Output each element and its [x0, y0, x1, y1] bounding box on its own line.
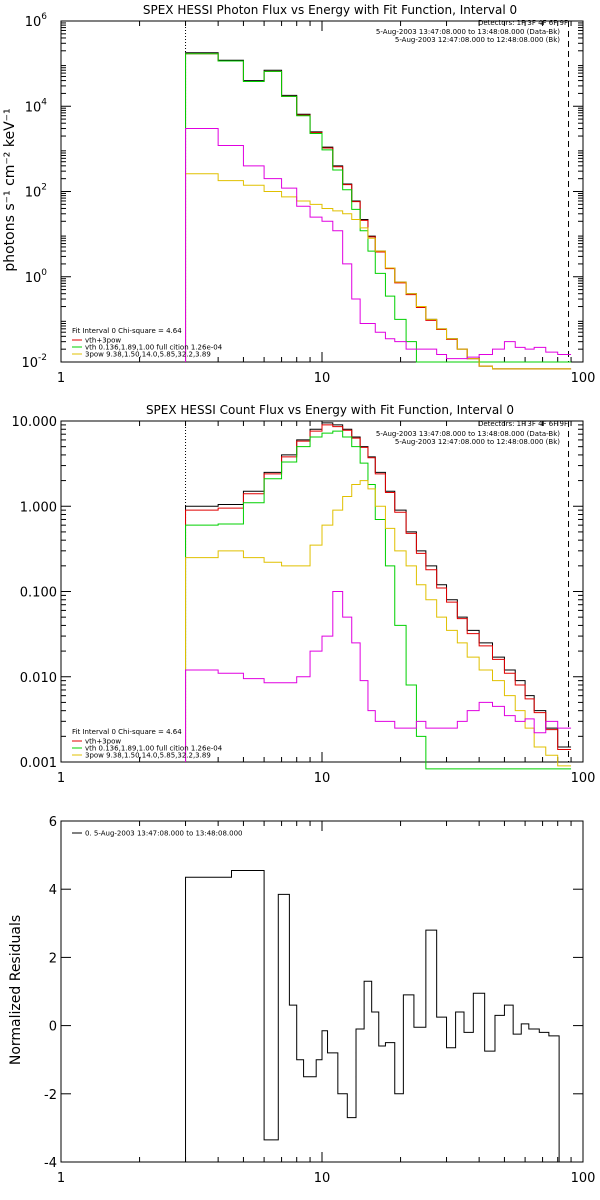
y-axis-label: photons s⁻¹ cm⁻² keV⁻¹ [2, 108, 18, 271]
plot-frame [60, 820, 584, 1163]
y-tick-label: 0 [49, 1020, 57, 1035]
series-vth3pow-line [185, 424, 572, 762]
legend-label: 3pow 9.38,1.50,14.0,5.85,32.2,3.89 [85, 351, 211, 359]
legend-label: vth 0.136,1.89,1.00 full cition 1.26e-04 [85, 745, 223, 753]
chart-title: SPEX HESSI Photon Flux vs Energy with Fi… [143, 3, 517, 17]
x-tick-label: 1 [57, 1171, 65, 1186]
detectors-label: Detectors: 1F 3F 4F 6F 9F [478, 420, 568, 428]
y-tick-label: 104 [25, 97, 48, 115]
x-tick-label: 100 [571, 1171, 596, 1186]
y-tick-label: 2 [49, 951, 57, 966]
y-tick-label: 0.010 [20, 671, 57, 686]
residuals-panel: Normalized Residuals 1 10 100 6 4 2 0 -2 -4 0. 5-… [8, 815, 595, 1186]
series-3pow-line [185, 480, 572, 767]
fit-label: Fit Interval 0 Chi-square = 4.64 [72, 327, 182, 335]
y-axis-label: Normalized Residuals [8, 915, 24, 1065]
legend-label: 0. 5-Aug-2003 13:47:08.000 to 13:48:08.0… [85, 830, 243, 838]
interval-line-2: 5-Aug-2003 12:47:08.000 to 12:48:08.000 … [395, 438, 560, 446]
series-0-line [185, 869, 569, 1163]
legend-label: vth 0.136,1.89,1.00 full cition 1.26e-04 [85, 344, 223, 352]
y-tick-label: 6 [49, 815, 57, 830]
interval-line-2: 5-Aug-2003 12:47:08.000 to 12:48:08.000 … [395, 36, 560, 44]
photon-flux-panel: SPEX HESSI Photon Flux vs Energy with Fi… [2, 3, 595, 386]
y-tick-label: 106 [25, 12, 48, 30]
y-tick-label: 0.100 [20, 586, 57, 601]
y-tick-label: -2 [44, 1088, 57, 1103]
series-vth-line [185, 430, 572, 770]
y-tick-label: 0.001 [20, 756, 57, 771]
chart-title: SPEX HESSI Count Flux vs Energy with Fit… [146, 403, 514, 417]
x-tick-label: 10 [314, 1171, 331, 1186]
x-tick-label: 100 [571, 371, 596, 386]
interval-line-1: 5-Aug-2003 13:47:08.000 to 13:48:08.000 … [376, 430, 560, 438]
y-tick-label: 10-2 [21, 353, 47, 371]
legend-label: vth+3pow [85, 738, 121, 746]
y-tick-label: 4 [49, 883, 57, 898]
legend-label: 3pow 9.38,1.50,14.0,5.85,32.2,3.89 [85, 752, 211, 760]
x-tick-label: 1 [57, 371, 65, 386]
series-vth-line [185, 53, 572, 363]
fit-label: Fit Interval 0 Chi-square = 4.64 [72, 728, 182, 736]
x-tick-label: 1 [57, 771, 65, 786]
x-tick-label: 100 [571, 771, 596, 786]
series-vth3pow-line [185, 53, 572, 370]
y-tick-label: 102 [25, 183, 47, 201]
y-tick-label: -4 [44, 1156, 57, 1171]
series-3pow-line [185, 173, 572, 370]
series-residual-line [185, 591, 572, 762]
count-flux-panel: SPEX HESSI Count Flux vs Energy with Fit… [12, 403, 596, 786]
series-residual-line [185, 128, 572, 362]
x-tick-label: 10 [314, 371, 331, 386]
series-data-line [185, 52, 572, 370]
y-tick-label: 1.000 [20, 500, 57, 515]
plot-frame [60, 20, 584, 363]
detectors-label: Detectors: 1F 3F 4F 6F 9F [478, 19, 568, 27]
y-tick-label: 100 [25, 268, 48, 286]
y-tick-label: 10.000 [12, 415, 58, 430]
x-tick-label: 10 [314, 771, 331, 786]
interval-line-1: 5-Aug-2003 13:47:08.000 to 13:48:08.000 … [376, 28, 560, 36]
legend-label: vth+3pow [85, 337, 121, 345]
